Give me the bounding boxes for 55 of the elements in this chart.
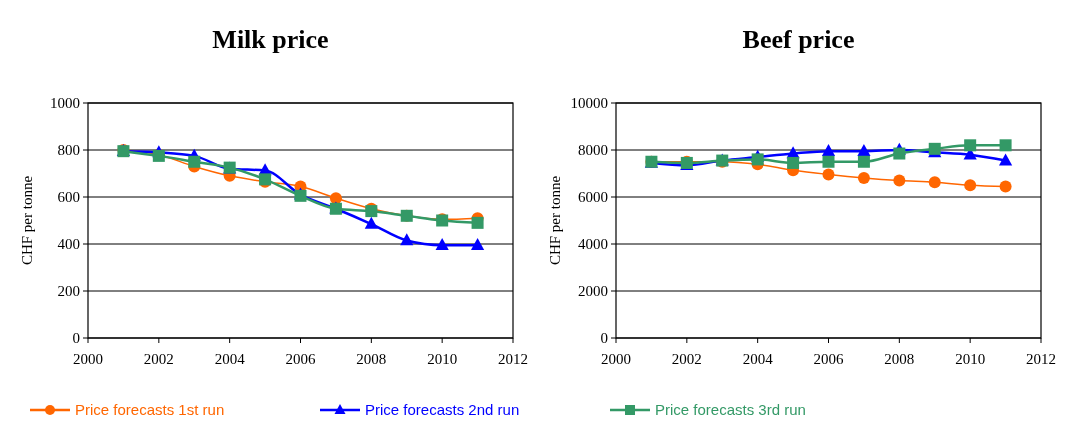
x-tick-label: 2000 <box>601 351 631 367</box>
y-tick-label: 10000 <box>570 95 608 112</box>
x-tick-label: 2012 <box>1026 351 1056 367</box>
point <box>857 171 870 184</box>
chart-title: Milk price <box>212 25 329 54</box>
y-axis-title: CHF per tonne <box>19 175 35 266</box>
point <box>822 168 835 181</box>
point <box>998 153 1013 166</box>
chart-title: Beef price <box>742 25 855 54</box>
x-tick-label: 2012 <box>498 351 528 367</box>
x-tick-label: 2006 <box>813 351 844 367</box>
point <box>857 143 871 156</box>
point <box>400 233 414 246</box>
point <box>471 216 484 229</box>
point <box>787 156 800 169</box>
x-tick-label: 2004 <box>742 351 774 367</box>
point <box>964 179 977 192</box>
point <box>364 216 378 229</box>
y-tick-label: 0 <box>72 330 80 347</box>
point <box>964 139 977 152</box>
x-tick-label: 2000 <box>73 351 103 367</box>
y-tick-label: 800 <box>57 142 80 159</box>
point <box>435 237 449 250</box>
point <box>857 155 870 168</box>
y-tick-label: 200 <box>57 283 80 300</box>
point <box>928 176 941 189</box>
x-tick-label: 2008 <box>884 351 915 367</box>
y-tick-label: 4000 <box>578 236 608 253</box>
legend-label: Price forecasts 3rd run <box>655 401 806 419</box>
legend-label: Price forecasts 1st run <box>75 401 225 419</box>
x-tick-label: 2002 <box>143 351 174 367</box>
point <box>999 139 1012 152</box>
point <box>893 147 906 160</box>
y-tick-label: 0 <box>600 330 608 347</box>
point <box>822 155 835 168</box>
y-axis-title: CHF per tonne <box>547 175 563 266</box>
point <box>470 237 485 250</box>
x-tick-label: 2004 <box>214 351 246 367</box>
point <box>188 155 201 168</box>
legend-label: Price forecasts 2nd run <box>365 401 520 419</box>
y-tick-label: 1000 <box>50 95 80 112</box>
x-tick-label: 2010 <box>427 351 458 367</box>
point <box>821 143 836 156</box>
y-tick-label: 400 <box>57 236 80 253</box>
y-tick-label: 6000 <box>578 189 608 206</box>
point <box>999 180 1012 193</box>
y-tick-label: 2000 <box>578 283 608 300</box>
x-tick-label: 2008 <box>356 351 387 367</box>
x-tick-label: 2010 <box>955 351 986 367</box>
x-tick-label: 2002 <box>671 351 702 367</box>
point <box>751 153 764 166</box>
y-tick-label: 8000 <box>578 142 608 159</box>
point <box>893 174 906 187</box>
x-tick-label: 2006 <box>285 351 316 367</box>
y-tick-label: 600 <box>57 189 80 206</box>
